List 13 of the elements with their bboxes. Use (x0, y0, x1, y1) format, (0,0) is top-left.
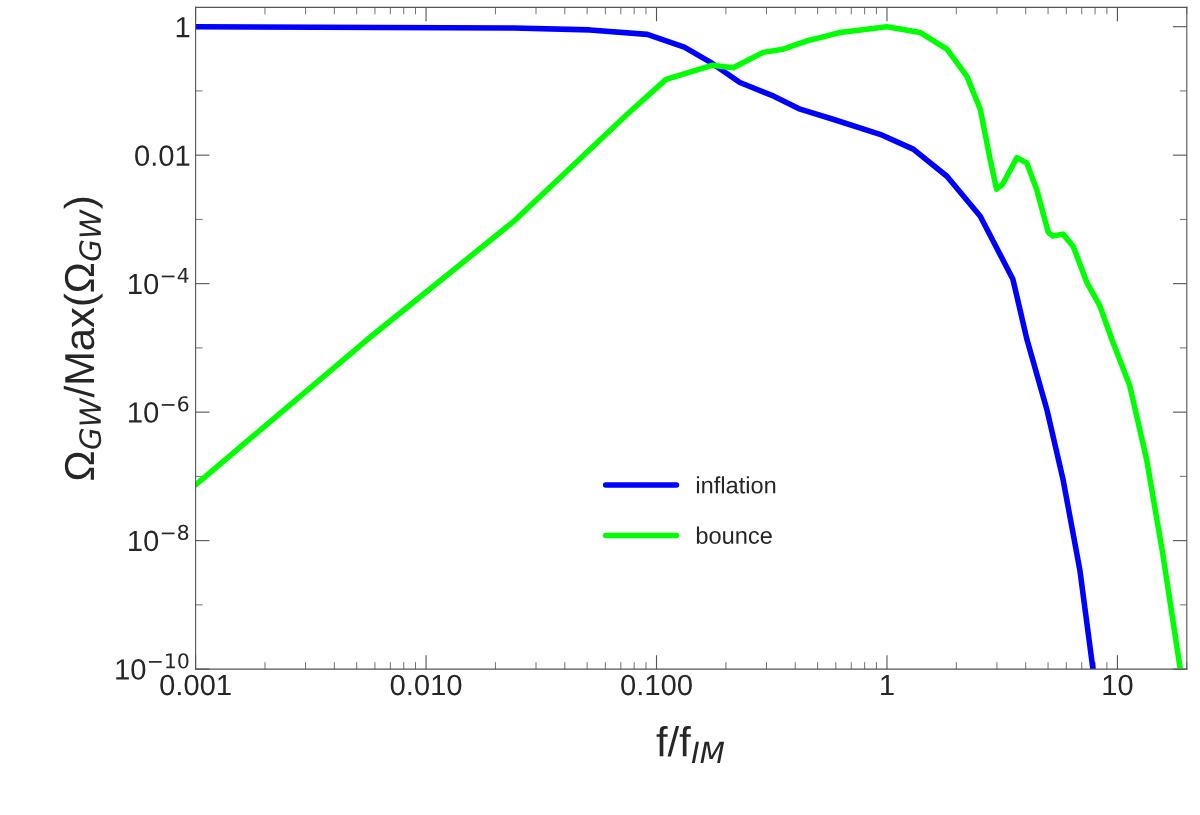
y-axis-title: Ω$_{GW}$/Max(Ω$_{GW}$) (63, 197, 103, 480)
y-tick-label: 10$^{−8}$ (129, 524, 189, 552)
y-tick-label: 0.01 (135, 145, 190, 167)
legend-label: bounce (696, 526, 772, 544)
y-tick-label: 10$^{−6}$ (129, 396, 189, 423)
legend-label: inflation (696, 476, 776, 494)
x-tick-label: 0.010 (390, 674, 462, 696)
y-tick-label: 10$^{−4}$ (129, 267, 189, 295)
y-tick-label: 1 (176, 17, 190, 38)
x-tick-label: 0.100 (621, 674, 692, 696)
x-tick-label: 1 (881, 675, 894, 696)
x-tick-label: 10 (1103, 674, 1133, 696)
x-axis-title: f/f$_{IM}$ (656, 725, 725, 763)
